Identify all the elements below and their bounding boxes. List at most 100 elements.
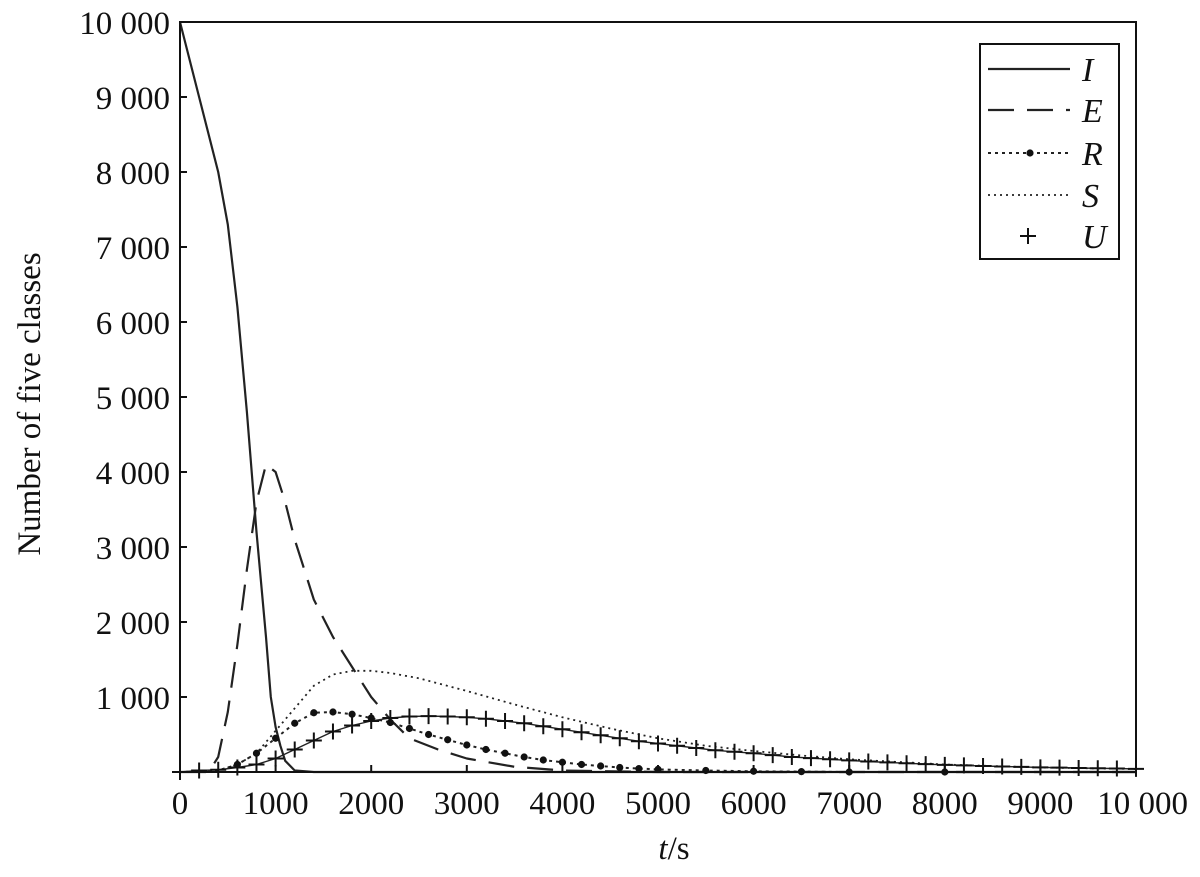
- series-point-R: [482, 745, 490, 754]
- series-point-U: [783, 749, 800, 765]
- y-tick-label: 1 000: [96, 681, 170, 717]
- series-point-R: [405, 724, 414, 733]
- y-axis-title: Number of five classes: [12, 252, 48, 555]
- series-point-U: [267, 750, 284, 767]
- series-line-E: [180, 463, 1136, 774]
- y-tick-label: 5 000: [96, 381, 170, 417]
- series-point-U: [516, 715, 533, 732]
- x-tick-label: 7000: [816, 786, 882, 822]
- series-point-U: [344, 717, 361, 734]
- series-line-R: [180, 711, 1136, 773]
- series-point-R: [329, 708, 337, 716]
- legend-label-I: I: [1081, 52, 1095, 89]
- series-point-R: [272, 734, 280, 742]
- series-point-U: [286, 741, 303, 758]
- series-point-R: [616, 763, 624, 772]
- series-point-U: [1051, 759, 1068, 776]
- series-point-U: [497, 713, 514, 729]
- plot-markers: [172, 708, 1144, 780]
- series-point-R: [520, 753, 528, 761]
- series-point-U: [822, 751, 839, 768]
- series-point-U: [363, 713, 380, 729]
- x-axis-ticks: 0 1000 2000 3000 4000 5000 6000 7000 8000 9000 10 …: [172, 765, 1188, 822]
- legend-label-S: S: [1082, 178, 1099, 215]
- series-point-U: [955, 757, 972, 774]
- y-tick-label: 10 000: [79, 6, 170, 42]
- x-tick-label: 0: [172, 786, 189, 822]
- y-tick-label: 3 000: [96, 531, 170, 567]
- x-tick-label: 6000: [721, 786, 787, 822]
- series-point-U: [477, 710, 494, 727]
- x-tick-label: 5000: [625, 786, 691, 822]
- series-point-U: [726, 743, 743, 760]
- series-point-R: [635, 765, 643, 773]
- series-point-R: [348, 710, 356, 718]
- series-point-R: [310, 709, 318, 717]
- y-tick-label: 2 000: [96, 606, 170, 642]
- x-tick-label: 10 000: [1097, 786, 1188, 822]
- series-point-R: [539, 756, 547, 764]
- series-point-U: [535, 718, 552, 735]
- series-point-U: [592, 727, 609, 744]
- x-tick-label: 3000: [434, 786, 500, 822]
- series-line-S: [179, 669, 1137, 773]
- series-point-U: [860, 753, 877, 770]
- series-point-U: [802, 750, 819, 767]
- series-point-U: [458, 709, 475, 726]
- series-point-U: [401, 708, 418, 725]
- x-tick-label: 8000: [912, 786, 978, 822]
- x-tick-label: 9000: [1007, 786, 1073, 822]
- x-axis-title-var: t: [658, 831, 668, 867]
- legend-marker-R: [1026, 149, 1034, 157]
- series-point-U: [630, 733, 647, 750]
- x-axis-title-unit: /s: [668, 831, 690, 867]
- legend-label-R: R: [1081, 136, 1103, 173]
- series-point-R: [424, 730, 433, 739]
- series-point-U: [688, 740, 705, 756]
- x-tick-label: 2000: [338, 786, 404, 822]
- y-tick-label: 9 000: [96, 81, 170, 117]
- series-point-U: [611, 730, 628, 747]
- legend-label-U: U: [1082, 219, 1109, 256]
- series-point-R: [597, 762, 605, 770]
- x-tick-label: 1000: [243, 786, 309, 822]
- series-point-U: [707, 742, 724, 759]
- series-point-R: [463, 741, 471, 749]
- series-point-U: [745, 745, 762, 762]
- x-axis-title: t/s: [658, 831, 689, 867]
- series-point-R: [702, 766, 710, 775]
- series-point-U: [210, 761, 227, 778]
- series-point-R: [577, 760, 586, 769]
- series-point-U: [1089, 760, 1106, 777]
- series-point-U: [917, 756, 934, 773]
- y-tick-label: 4 000: [96, 456, 170, 492]
- series-point-U: [191, 762, 208, 779]
- series-point-R: [291, 719, 299, 727]
- series-point-U: [1070, 759, 1087, 776]
- series-point-U: [324, 723, 341, 740]
- x-tick-label: 4000: [529, 786, 595, 822]
- legend-box: [979, 43, 1120, 260]
- series-point-U: [650, 735, 666, 752]
- series-point-U: [669, 737, 686, 754]
- series-point-R: [501, 749, 509, 757]
- series-point-U: [382, 710, 399, 726]
- series-point-U: [554, 721, 571, 738]
- series-point-U: [248, 756, 265, 773]
- series-point-U: [573, 724, 590, 741]
- series-point-U: [420, 708, 437, 725]
- series-point-U: [1108, 760, 1125, 777]
- series-point-U: [305, 732, 322, 749]
- y-tick-label: 8 000: [96, 156, 170, 192]
- y-axis-ticks: 1 000 2 000 3 000 4 000 5 000 6 000 7 000 8 000…: [79, 6, 187, 717]
- series-point-R: [252, 749, 261, 757]
- series-point-U: [898, 755, 915, 772]
- series-point-U: [764, 747, 781, 764]
- series-point-U: [439, 708, 456, 725]
- y-tick-label: 6 000: [96, 306, 170, 342]
- legend-sample-U: [1020, 228, 1036, 244]
- series-point-R: [558, 758, 567, 766]
- y-tick-label: 7 000: [96, 231, 170, 267]
